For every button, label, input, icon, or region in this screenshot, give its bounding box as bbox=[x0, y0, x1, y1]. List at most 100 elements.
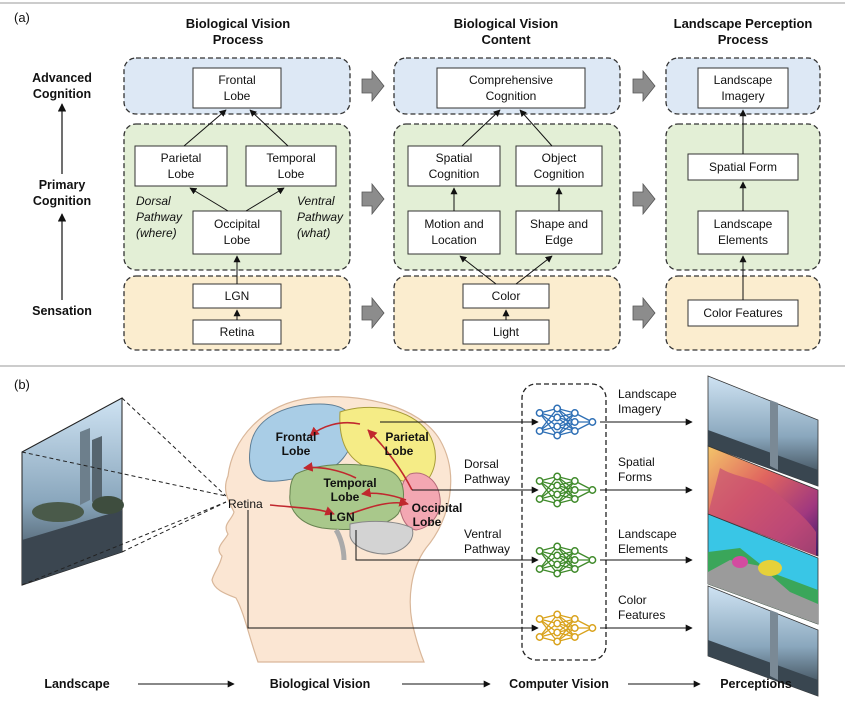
temporal-lobe-label-1: Temporal bbox=[266, 151, 315, 165]
brain-frontal-label-2: Lobe bbox=[282, 444, 311, 458]
parietal-lobe-label-1: Parietal bbox=[161, 151, 202, 165]
network-node bbox=[570, 615, 579, 623]
svg-text:(what): (what) bbox=[297, 226, 330, 240]
panel-a-label: (a) bbox=[14, 10, 30, 25]
brain-pathways bbox=[269, 421, 413, 516]
network-node bbox=[570, 547, 579, 555]
network-node bbox=[570, 409, 579, 417]
flow-computer-vision: Computer Vision bbox=[509, 677, 609, 691]
network-node bbox=[535, 495, 544, 503]
level-advanced-cognition: Advanced Cognition bbox=[32, 71, 92, 101]
svg-text:Process: Process bbox=[213, 32, 264, 47]
network-node bbox=[553, 413, 562, 422]
spatial-cognition-label-2: Cognition bbox=[429, 167, 480, 181]
neural-network-icon bbox=[535, 610, 597, 646]
perception-segmentation bbox=[707, 513, 819, 625]
network-node bbox=[570, 565, 579, 573]
svg-text:Ventral: Ventral bbox=[297, 194, 335, 208]
svg-text:Process: Process bbox=[718, 32, 769, 47]
svg-text:Cognition: Cognition bbox=[33, 194, 91, 208]
network-edge bbox=[556, 618, 576, 642]
network-node bbox=[553, 619, 562, 628]
network-node bbox=[553, 499, 562, 508]
process-arrows bbox=[183, 109, 289, 320]
network-node bbox=[570, 633, 579, 641]
temporal-lobe-label-2: Lobe bbox=[278, 167, 305, 181]
box-parietal-lobe bbox=[134, 145, 228, 187]
landscape-imagery-label-2: Imagery bbox=[721, 89, 764, 103]
network-node bbox=[570, 477, 579, 485]
box-light bbox=[462, 319, 550, 345]
output-imagery-label-2: Imagery bbox=[618, 402, 661, 416]
box-occipital-lobe bbox=[192, 210, 282, 255]
brain-cerebellum bbox=[349, 520, 414, 555]
network-node bbox=[570, 486, 579, 494]
network-node bbox=[535, 633, 544, 641]
retina-label-b: Retina bbox=[228, 497, 263, 511]
content-arrows bbox=[450, 109, 563, 320]
network-node bbox=[535, 477, 544, 485]
landscape-imagery-label-1: Landscape bbox=[714, 73, 773, 87]
network-node bbox=[535, 409, 544, 417]
box-color bbox=[462, 283, 550, 309]
spatial-form-label: Spatial Form bbox=[709, 160, 777, 174]
output-spatial-label-2: Forms bbox=[618, 470, 652, 484]
brain-parietal-label-2: Lobe bbox=[385, 444, 414, 458]
brain bbox=[249, 403, 441, 561]
block-arrow-4 bbox=[632, 69, 656, 103]
spatial-cognition-label-1: Spatial bbox=[436, 151, 473, 165]
svg-text:Cognition: Cognition bbox=[33, 87, 91, 101]
column-header-process: Biological Vision Process bbox=[186, 16, 291, 47]
network-edge bbox=[539, 546, 558, 570]
landscape-elements-label-1: Landscape bbox=[714, 217, 773, 231]
network-node bbox=[588, 486, 597, 494]
network-node bbox=[553, 404, 562, 413]
perception-color bbox=[707, 585, 819, 697]
svg-text:Pathway: Pathway bbox=[297, 210, 344, 224]
brain-parietal-label-1: Parietal bbox=[385, 430, 428, 444]
network-node bbox=[535, 427, 544, 435]
svg-text:Pathway: Pathway bbox=[464, 542, 510, 556]
retina-label: Retina bbox=[220, 325, 255, 339]
color-features-label: Color Features bbox=[703, 306, 782, 320]
color-label: Color bbox=[492, 289, 521, 303]
output-spatial-label-1: Spatial bbox=[618, 455, 655, 469]
network-node bbox=[553, 610, 562, 619]
frontal-lobe-label-2: Lobe bbox=[224, 89, 251, 103]
svg-text:Advanced: Advanced bbox=[32, 71, 92, 85]
network-node bbox=[553, 637, 562, 646]
svg-text:Dorsal: Dorsal bbox=[136, 194, 171, 208]
network-node bbox=[553, 431, 562, 440]
box-frontal-lobe bbox=[192, 67, 282, 109]
box-object-cognition bbox=[515, 145, 603, 187]
output-elements-label-2: Elements bbox=[618, 542, 668, 556]
network-node bbox=[553, 560, 562, 569]
block-arrow-6 bbox=[632, 296, 656, 330]
perception-imagery bbox=[707, 375, 819, 487]
column-header-content: Biological Vision Content bbox=[454, 16, 559, 47]
svg-text:Content: Content bbox=[481, 32, 531, 47]
output-color-label-2: Features bbox=[618, 608, 665, 622]
network-node bbox=[553, 542, 562, 551]
network-node bbox=[570, 418, 579, 426]
flow-landscape: Landscape bbox=[44, 677, 109, 691]
light-label: Light bbox=[493, 325, 520, 339]
block-arrow-5 bbox=[632, 182, 656, 216]
box-landscape-elements bbox=[697, 210, 789, 255]
network-node bbox=[570, 495, 579, 503]
network-node bbox=[570, 427, 579, 435]
network-edge bbox=[556, 480, 576, 504]
box-color-features bbox=[687, 299, 799, 327]
network-node bbox=[535, 615, 544, 623]
lgn-label: LGN bbox=[225, 289, 250, 303]
network-node bbox=[588, 556, 597, 564]
brain-lgn-label: LGN bbox=[329, 510, 354, 524]
svg-text:Pathway: Pathway bbox=[464, 472, 510, 486]
neural-network-icon bbox=[535, 472, 597, 508]
network-node bbox=[535, 547, 544, 555]
brain-stem bbox=[333, 528, 347, 561]
box-landscape-imagery bbox=[697, 67, 789, 109]
box-shape-edge bbox=[515, 210, 603, 255]
network-node bbox=[588, 418, 597, 426]
